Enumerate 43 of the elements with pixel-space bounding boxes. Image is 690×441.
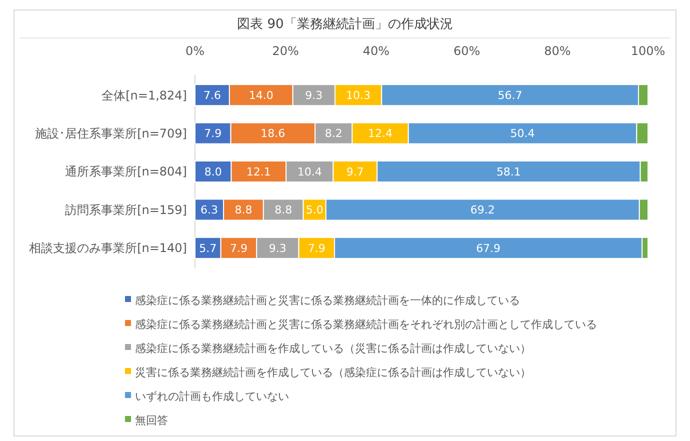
x-tick-label: 80% xyxy=(544,44,571,58)
data-label: 58.1 xyxy=(496,165,521,178)
data-label: 14.0 xyxy=(248,88,274,102)
data-label: 8.0 xyxy=(204,165,222,178)
data-label: 18.6 xyxy=(260,127,286,140)
data-label: 10.3 xyxy=(346,88,371,102)
legend-label: 災害に係る業務継続計画を作成している（感染症に係る計画は作成していない） xyxy=(135,366,531,379)
data-label: 12.1 xyxy=(246,165,271,178)
data-label: 8.8 xyxy=(274,204,292,217)
data-label: 9.3 xyxy=(305,88,323,102)
data-label: 8.8 xyxy=(234,204,252,217)
data-label: 67.9 xyxy=(476,242,501,255)
y-tick-label: 通所系事業所[n=804] xyxy=(65,164,187,179)
data-label: 10.4 xyxy=(297,165,322,178)
y-tick-label: 施設･居住系事業所[n=709] xyxy=(35,126,187,140)
legend-label: 無回答 xyxy=(135,414,168,427)
legend-label: 感染症に係る業務継続計画と災害に係る業務継続計画をそれぞれ別の計画として作成している xyxy=(135,318,597,331)
data-label: 5.0 xyxy=(306,204,324,217)
data-label: 7.6 xyxy=(203,88,221,102)
data-label: 8.2 xyxy=(324,127,342,140)
data-label: 9.3 xyxy=(268,242,286,255)
x-tick-label: 0% xyxy=(185,44,205,58)
y-tick-label: 訪問系事業所[n=159] xyxy=(65,202,187,217)
y-tick-label: 相談支援のみ事業所[n=140] xyxy=(29,241,187,256)
data-label: 69.2 xyxy=(470,204,495,217)
data-label: 6.3 xyxy=(200,204,218,217)
data-label: 5.7 xyxy=(199,242,217,255)
y-tick-label: 全体[n=1,824] xyxy=(102,88,187,102)
data-label: 7.9 xyxy=(204,127,222,140)
x-tick-label: 40% xyxy=(362,44,390,58)
legend-label: いずれの計画も作成していない xyxy=(135,390,289,403)
x-tick-label: 20% xyxy=(272,44,299,58)
legend-label: 感染症に係る業務継続計画を作成している（災害に係る計画は作成していない） xyxy=(135,342,531,355)
data-label: 12.4 xyxy=(368,127,393,140)
data-label: 56.7 xyxy=(498,88,522,102)
x-tick-label: 100% xyxy=(630,44,666,58)
data-label: 7.9 xyxy=(308,242,326,255)
legend-label: 感染症に係る業務継続計画と災害に係る業務継続計画を一体的に作成している xyxy=(135,294,520,307)
data-label: 7.9 xyxy=(230,242,248,255)
data-label: 50.4 xyxy=(510,127,535,140)
data-label: 9.7 xyxy=(346,165,364,178)
chart-title: 図表 90「業務継続計画」の作成状況 xyxy=(237,17,453,32)
x-tick-label: 60% xyxy=(453,44,480,58)
